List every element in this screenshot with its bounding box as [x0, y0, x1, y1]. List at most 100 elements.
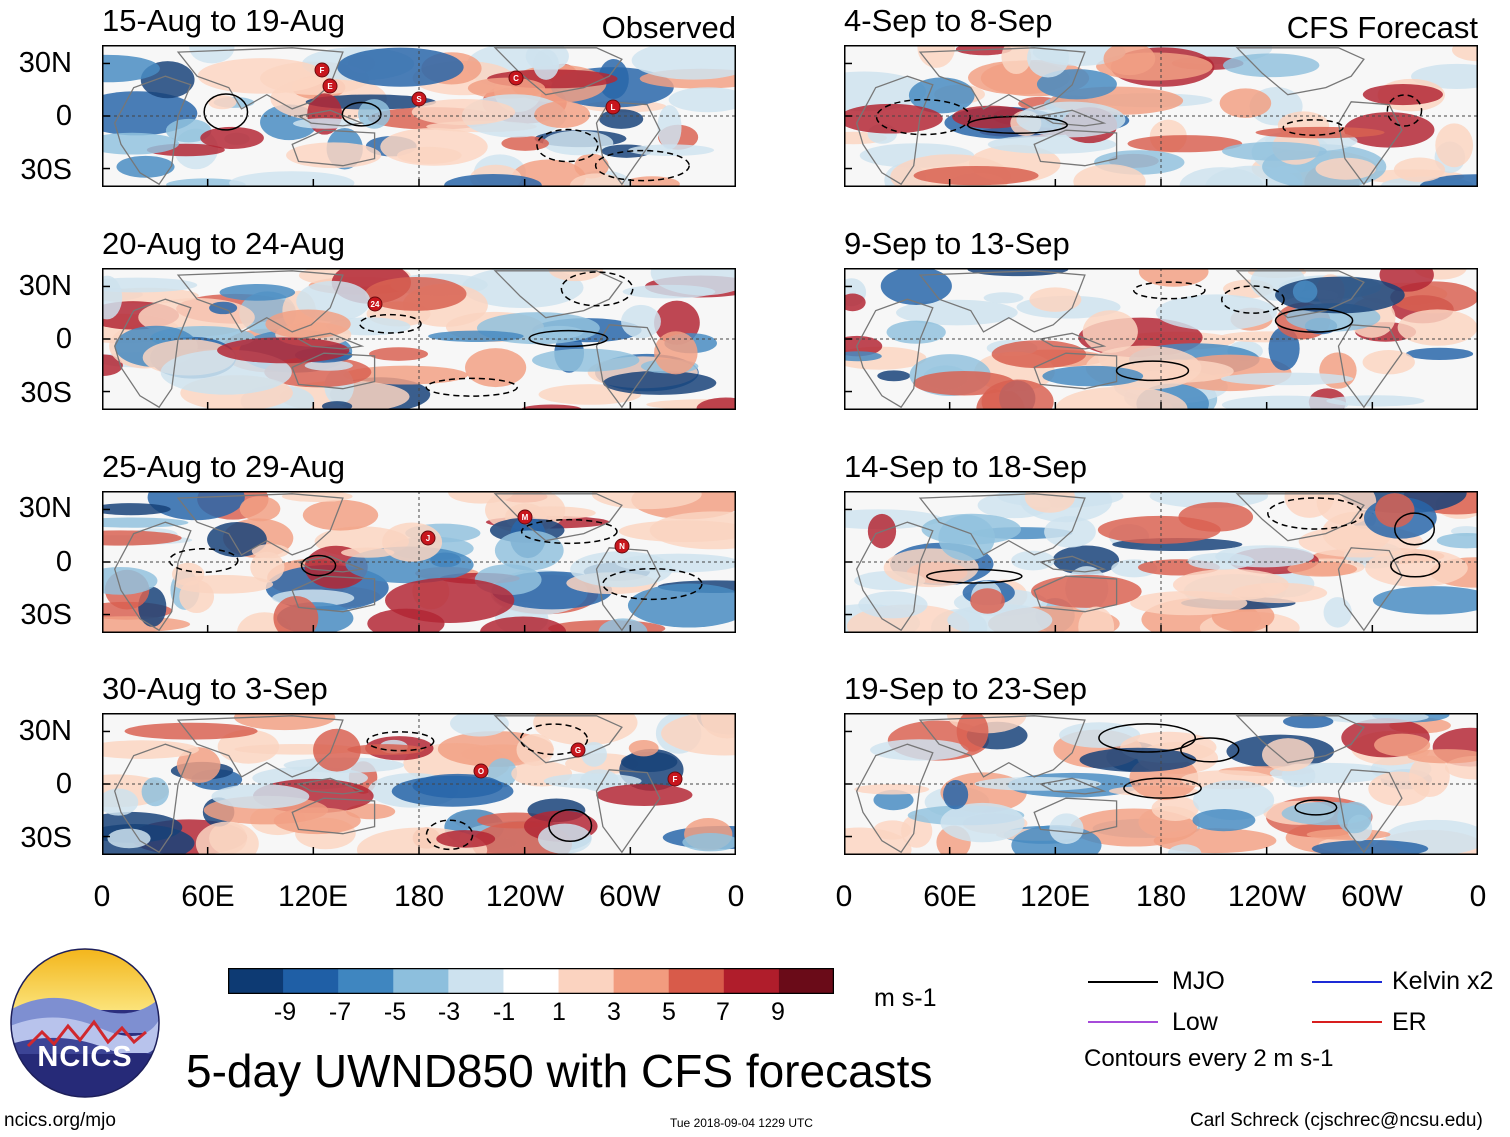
footer-url[interactable]: ncics.org/mjo	[4, 1110, 116, 1131]
storm-marker	[570, 742, 586, 758]
ncics-logo	[10, 948, 160, 1098]
legend-line-low	[1088, 1021, 1158, 1023]
map-forecast-3	[844, 491, 1478, 633]
lat-label-30s-row3: 30S	[20, 599, 72, 631]
colorbar-swatch	[228, 968, 284, 994]
lon-label-right-60w: 60W	[1341, 880, 1403, 913]
lon-label-right-120w: 120W	[1227, 880, 1307, 913]
lon-label-left-360: 0	[727, 880, 745, 913]
storm-marker	[314, 62, 330, 78]
lat-label-30n-row1: 30N	[18, 47, 72, 79]
storm-marker	[667, 771, 683, 787]
colorbar-swatch	[448, 968, 504, 994]
contour-note: Contours every 2 m s-1	[1084, 1045, 1334, 1072]
panel-title-obs-4: 30-Aug to 3-Sep	[102, 671, 328, 706]
map-observed-3: J M N	[102, 491, 736, 633]
colorbar-swatch	[503, 968, 560, 994]
panel-title-fc-2: 9-Sep to 13-Sep	[844, 226, 1070, 261]
storm-marker	[508, 70, 524, 86]
lat-label-eq-row2: 0	[55, 323, 72, 355]
storm-label: G	[575, 746, 581, 755]
storm-label: M	[522, 513, 529, 522]
cbar-label-pos5: 5	[662, 998, 676, 1026]
colorbar-swatch	[668, 968, 725, 994]
observed-label: Observed	[601, 10, 736, 45]
panel-title-fc-1: 4-Sep to 8-Sep	[844, 3, 1053, 38]
cbar-label-neg7: -7	[328, 998, 352, 1026]
panel-title-obs-3: 25-Aug to 29-Aug	[102, 449, 346, 484]
lat-label-30s-row1: 30S	[20, 154, 72, 186]
storm-marker	[473, 763, 489, 779]
storm-marker	[411, 91, 427, 107]
logo-text: NCICS	[37, 1041, 133, 1073]
lat-label-30n-row2: 30N	[18, 270, 72, 302]
storm-label: J	[426, 534, 430, 543]
cbar-label-neg5: -5	[383, 998, 407, 1026]
storm-label: F	[320, 66, 325, 75]
map-observed-2: 24	[102, 268, 736, 410]
lat-label-30n-row4: 30N	[18, 715, 72, 747]
lon-label-left-60w: 60W	[599, 880, 661, 913]
lat-label-eq-row1: 0	[55, 100, 72, 132]
footer-timestamp: Tue 2018-09-04 1229 UTC	[670, 1116, 813, 1130]
lon-label-left-120e: 120E	[277, 880, 349, 913]
cbar-label-pos7: 7	[716, 998, 730, 1026]
cbar-label-neg1: -1	[492, 998, 516, 1026]
cbar-label-neg9: -9	[273, 998, 297, 1026]
storm-marker	[367, 296, 383, 312]
map-forecast-4	[844, 713, 1478, 855]
legend-line-mjo	[1088, 981, 1158, 983]
lon-label-left-0: 0	[93, 880, 111, 913]
lon-label-left-60e: 60E	[181, 880, 235, 913]
storm-marker	[605, 99, 621, 115]
colorbar-units: m s-1	[874, 984, 937, 1012]
legend-label-er: ER	[1392, 1008, 1427, 1036]
lat-label-30s-row4: 30S	[20, 822, 72, 854]
lat-label-30n-row3: 30N	[18, 492, 72, 524]
cfs-forecast-label: CFS Forecast	[1286, 10, 1478, 45]
storm-marker	[614, 538, 630, 554]
storm-marker	[322, 78, 338, 94]
main-title: 5-day UWND850 with CFS forecasts	[186, 1045, 933, 1097]
lon-label-left-180: 180	[393, 880, 445, 913]
map-forecast-2	[844, 268, 1478, 410]
storm-marker	[517, 509, 533, 525]
colorbar-swatch	[778, 968, 834, 994]
legend-line-kelvin	[1312, 981, 1382, 983]
map-observed-1: F S C L E	[102, 45, 736, 187]
colorbar-swatch	[558, 968, 615, 994]
storm-label: S	[416, 95, 422, 104]
colorbar-swatch	[338, 968, 394, 994]
map-forecast-1	[844, 45, 1478, 187]
colorbar-swatch	[613, 968, 670, 994]
panel-title-obs-2: 20-Aug to 24-Aug	[102, 226, 346, 261]
storm-marker	[420, 530, 436, 546]
colorbar-swatch	[283, 968, 339, 994]
storm-label: N	[619, 542, 625, 551]
lon-label-right-60e: 60E	[923, 880, 977, 913]
legend-line-er	[1312, 1021, 1382, 1023]
cbar-label-neg3: -3	[437, 998, 461, 1026]
cbar-label-pos9: 9	[771, 998, 785, 1026]
colorbar-swatch	[723, 968, 780, 994]
legend-label-kelvin: Kelvin x2	[1392, 967, 1494, 995]
storm-label: L	[611, 103, 616, 112]
lat-label-30s-row2: 30S	[20, 377, 72, 409]
colorbar	[228, 968, 834, 994]
storm-label: O	[478, 767, 484, 776]
lat-label-eq-row3: 0	[55, 546, 72, 578]
storm-label: C	[513, 74, 519, 83]
legend-label-low: Low	[1172, 1008, 1218, 1036]
map-observed-4: O G F	[102, 713, 736, 855]
storm-label: 24	[371, 300, 380, 309]
storm-label: F	[673, 775, 678, 784]
storm-label: E	[327, 82, 333, 91]
lat-label-eq-row4: 0	[55, 768, 72, 800]
panel-title-obs-1: 15-Aug to 19-Aug	[102, 3, 346, 38]
cbar-label-pos3: 3	[607, 998, 621, 1026]
colorbar-swatch	[393, 968, 449, 994]
lon-label-right-360: 0	[1469, 880, 1487, 913]
lon-label-right-120e: 120E	[1019, 880, 1091, 913]
lon-label-right-0: 0	[835, 880, 853, 913]
cbar-label-pos1: 1	[552, 998, 566, 1026]
